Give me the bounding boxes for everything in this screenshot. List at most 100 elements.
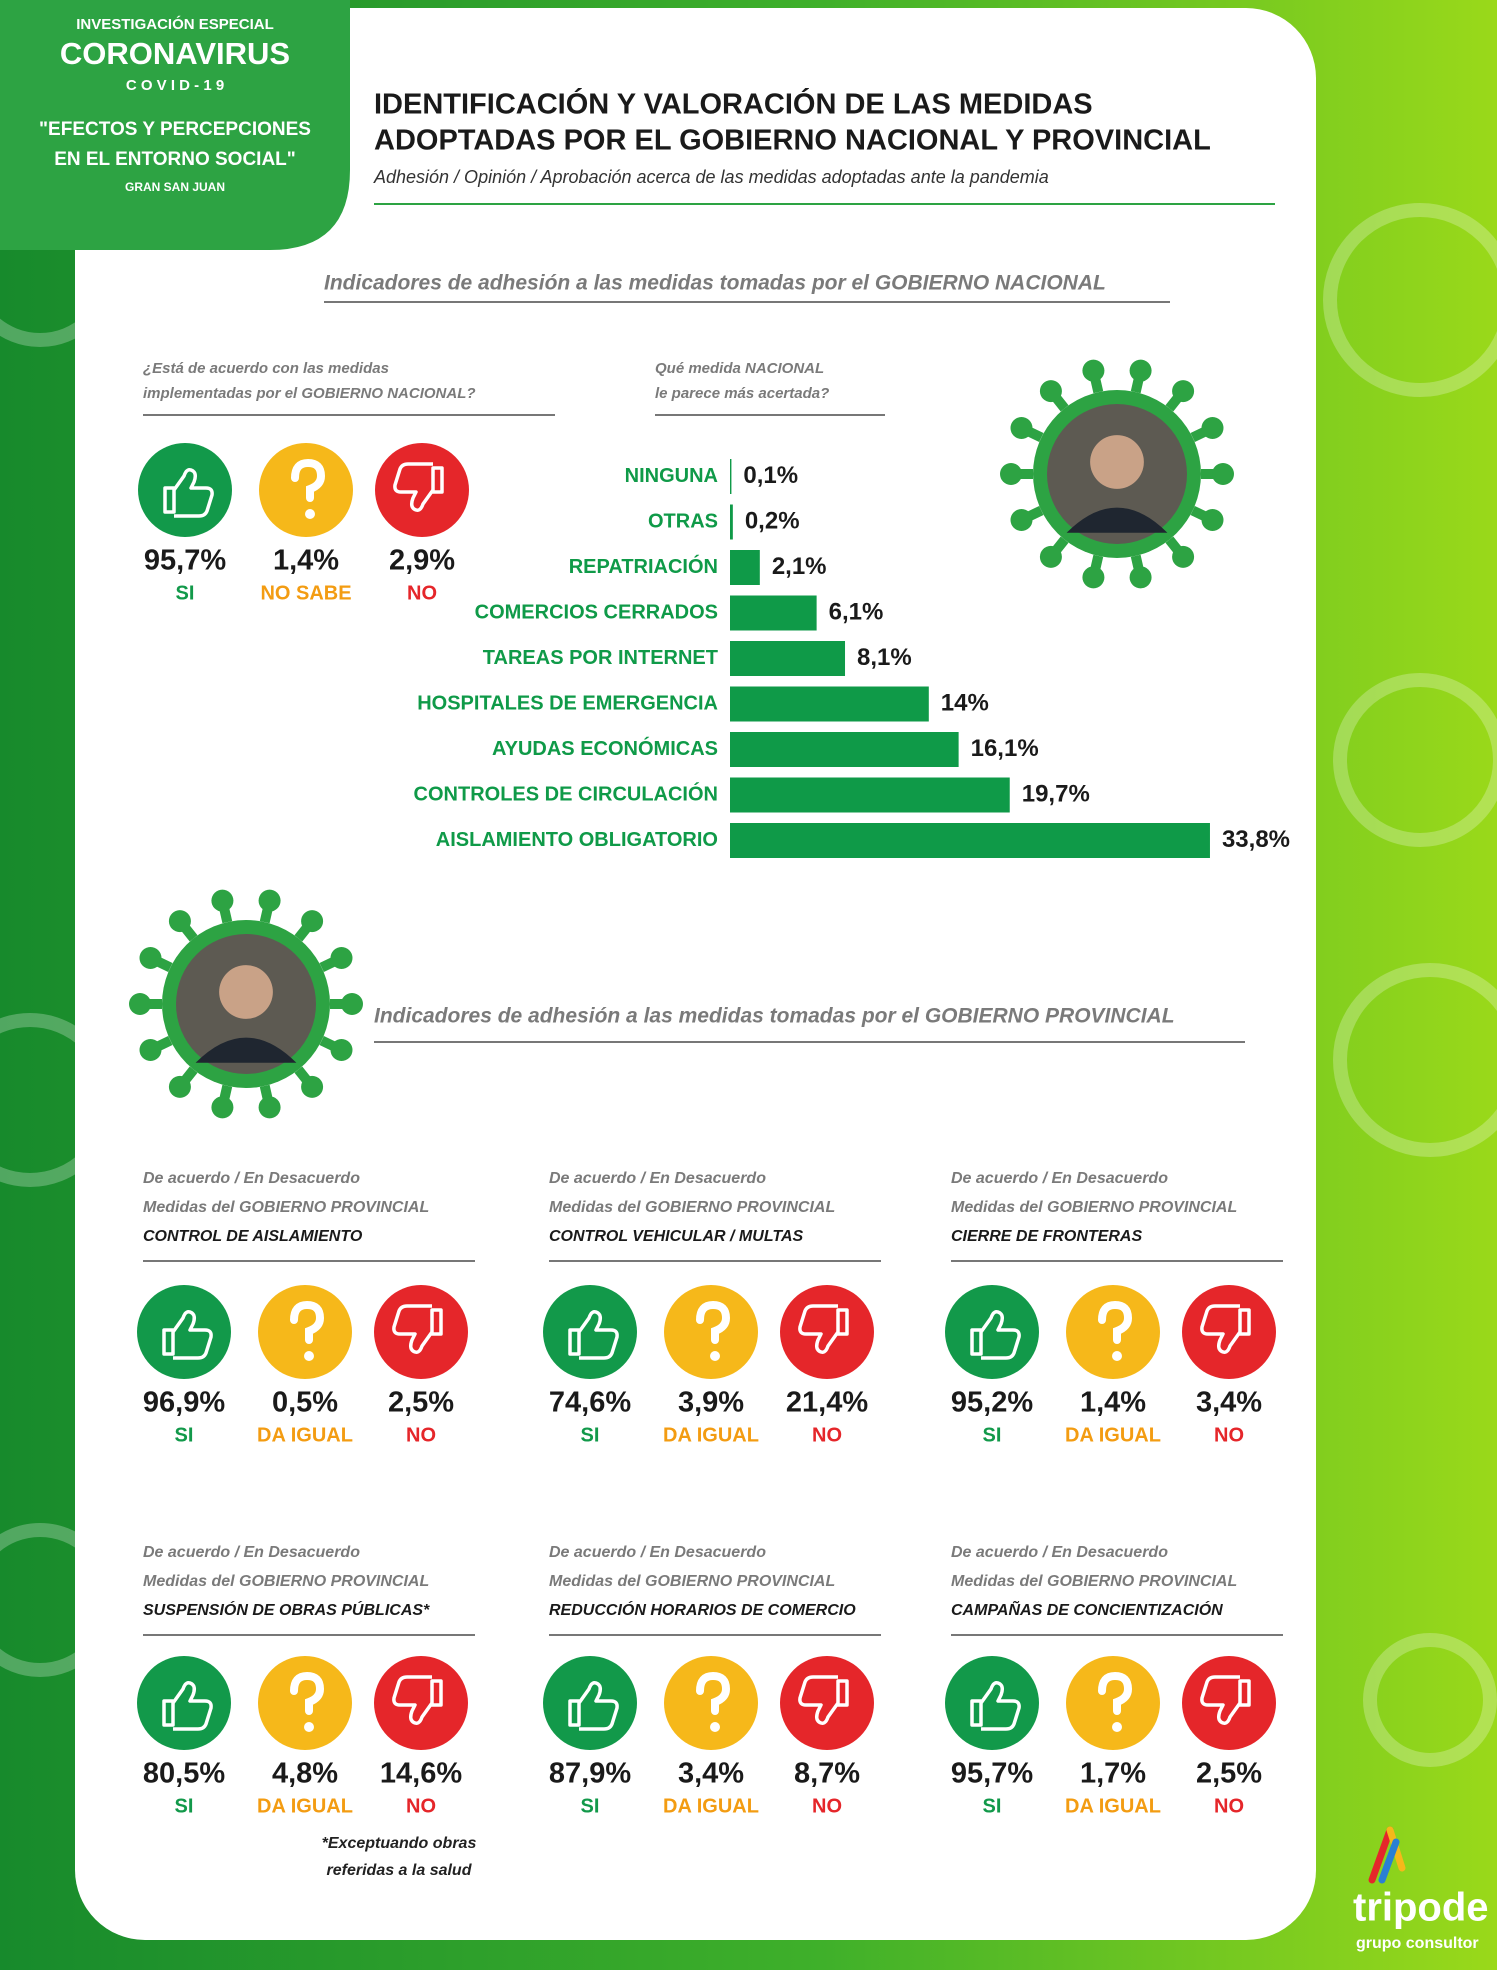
spike-tip — [301, 1076, 323, 1098]
answer-label: SI — [581, 1795, 600, 1817]
answer-icon — [137, 1285, 231, 1379]
spike-tip — [301, 910, 323, 932]
spike-tip — [1130, 360, 1152, 382]
bar — [730, 641, 845, 676]
answer-icon — [543, 1285, 637, 1379]
panel-heading: CONTROL DE AISLAMIENTO — [143, 1228, 363, 1245]
title-line: IDENTIFICACIÓN Y VALORACIÓN DE LAS MEDID… — [374, 87, 1093, 121]
question-dot — [305, 509, 315, 519]
answer-label: DA IGUAL — [257, 1424, 353, 1446]
category-label: CONTROLES DE CIRCULACIÓN — [414, 781, 718, 805]
answer-icon — [138, 443, 232, 537]
answer-percent: 1,4% — [273, 545, 339, 577]
section-heading: Indicadores de adhesión a las medidas to… — [324, 272, 1106, 295]
answer-label: DA IGUAL — [663, 1424, 759, 1446]
value-label: 16,1% — [971, 735, 1039, 762]
logo-tagline: grupo consultor — [1356, 1935, 1479, 1952]
value-label: 8,1% — [857, 644, 912, 671]
value-label: 14% — [941, 689, 989, 716]
answer-label: NO — [407, 582, 437, 604]
category-label: NINGUNA — [625, 465, 718, 487]
answer-label: DA IGUAL — [1065, 1795, 1161, 1817]
panel-heading: De acuerdo / En Desacuerdo — [951, 1544, 1168, 1561]
answer-percent: 87,9% — [549, 1758, 631, 1790]
bar — [730, 505, 733, 540]
infographic: INVESTIGACIÓN ESPECIAL CORONAVIRUS C O V… — [0, 0, 1497, 1970]
answer-percent: 14,6% — [380, 1758, 462, 1790]
photo-face — [1090, 435, 1144, 489]
category-label: HOSPITALES DE EMERGENCIA — [417, 692, 718, 714]
answer-label: DA IGUAL — [663, 1795, 759, 1817]
answer-icon — [258, 1285, 352, 1379]
answer-icon — [1182, 1656, 1276, 1750]
answer-icon — [137, 1656, 231, 1750]
spike-tip — [1212, 463, 1234, 485]
panel-heading: Medidas del GOBIERNO PROVINCIAL — [143, 1573, 429, 1590]
spike-tip — [1172, 380, 1194, 402]
icon-circle — [375, 443, 469, 537]
answer-label: NO — [812, 1795, 842, 1817]
category-label: REPATRIACIÓN — [569, 554, 718, 578]
answer-label: SI — [581, 1424, 600, 1446]
bar — [730, 459, 731, 494]
spike-tip — [1000, 463, 1022, 485]
badge-line: EN EL ENTORNO SOCIAL" — [54, 149, 296, 170]
answer-percent: 1,7% — [1080, 1758, 1146, 1790]
panel-heading: Medidas del GOBIERNO PROVINCIAL — [951, 1199, 1237, 1216]
spike-tip — [341, 993, 363, 1015]
answer-percent: 3,4% — [1196, 1387, 1262, 1419]
panel-heading: REDUCCIÓN HORARIOS DE COMERCIO — [549, 1600, 856, 1619]
panel-heading: Medidas del GOBIERNO PROVINCIAL — [549, 1573, 835, 1590]
chart-title-line: le parece más acertada? — [655, 385, 829, 402]
answer-percent: 2,5% — [1196, 1758, 1262, 1790]
answer-percent: 96,9% — [143, 1387, 225, 1419]
panel-heading: De acuerdo / En Desacuerdo — [549, 1544, 766, 1561]
bar — [730, 823, 1210, 858]
question-line: ¿Está de acuerdo con las medidas — [143, 360, 389, 377]
icon-circle — [374, 1285, 468, 1379]
spike-tip — [1082, 360, 1104, 382]
spike-tip — [1202, 509, 1224, 531]
panel-heading: De acuerdo / En Desacuerdo — [143, 1170, 360, 1187]
panel-heading: Medidas del GOBIERNO PROVINCIAL — [549, 1199, 835, 1216]
spike-tip — [1130, 566, 1152, 588]
bar — [730, 732, 959, 767]
footnote: *Exceptuando obras — [322, 1835, 477, 1852]
badge-line: INVESTIGACIÓN ESPECIAL — [76, 15, 274, 33]
chart-title-line: Qué medida NACIONAL — [655, 360, 824, 377]
spike-tip — [331, 947, 353, 969]
bar — [730, 778, 1010, 813]
answer-label: SI — [176, 582, 195, 604]
page: INVESTIGACIÓN ESPECIAL CORONAVIRUS C O V… — [0, 0, 1497, 1970]
bar — [730, 596, 817, 631]
panel-heading: De acuerdo / En Desacuerdo — [549, 1170, 766, 1187]
answer-icon — [374, 1285, 468, 1379]
spike-tip — [1040, 546, 1062, 568]
category-label: OTRAS — [648, 510, 718, 532]
answer-percent: 2,5% — [388, 1387, 454, 1419]
value-label: 0,1% — [743, 462, 798, 489]
icon-circle — [945, 1285, 1039, 1379]
answer-percent: 4,8% — [272, 1758, 338, 1790]
icon-circle — [137, 1656, 231, 1750]
answer-icon — [1066, 1285, 1160, 1379]
answer-percent: 80,5% — [143, 1758, 225, 1790]
answer-label: NO — [1214, 1424, 1244, 1446]
icon-circle — [780, 1285, 874, 1379]
question-line: implementadas por el GOBIERNO NACIONAL? — [143, 385, 476, 402]
answer-label: SI — [175, 1795, 194, 1817]
icon-circle — [543, 1285, 637, 1379]
spike-tip — [129, 993, 151, 1015]
answer-icon — [664, 1285, 758, 1379]
question-dot — [1112, 1722, 1122, 1732]
answer-icon — [664, 1656, 758, 1750]
answer-label: DA IGUAL — [1065, 1424, 1161, 1446]
answer-icon — [780, 1656, 874, 1750]
logo-brand: tripode — [1353, 1886, 1489, 1930]
icon-circle — [780, 1656, 874, 1750]
spike-tip — [1082, 566, 1104, 588]
category-label: AISLAMIENTO OBLIGATORIO — [436, 829, 718, 851]
panel-heading: De acuerdo / En Desacuerdo — [143, 1544, 360, 1561]
value-label: 0,2% — [745, 507, 800, 534]
icon-circle — [1182, 1656, 1276, 1750]
